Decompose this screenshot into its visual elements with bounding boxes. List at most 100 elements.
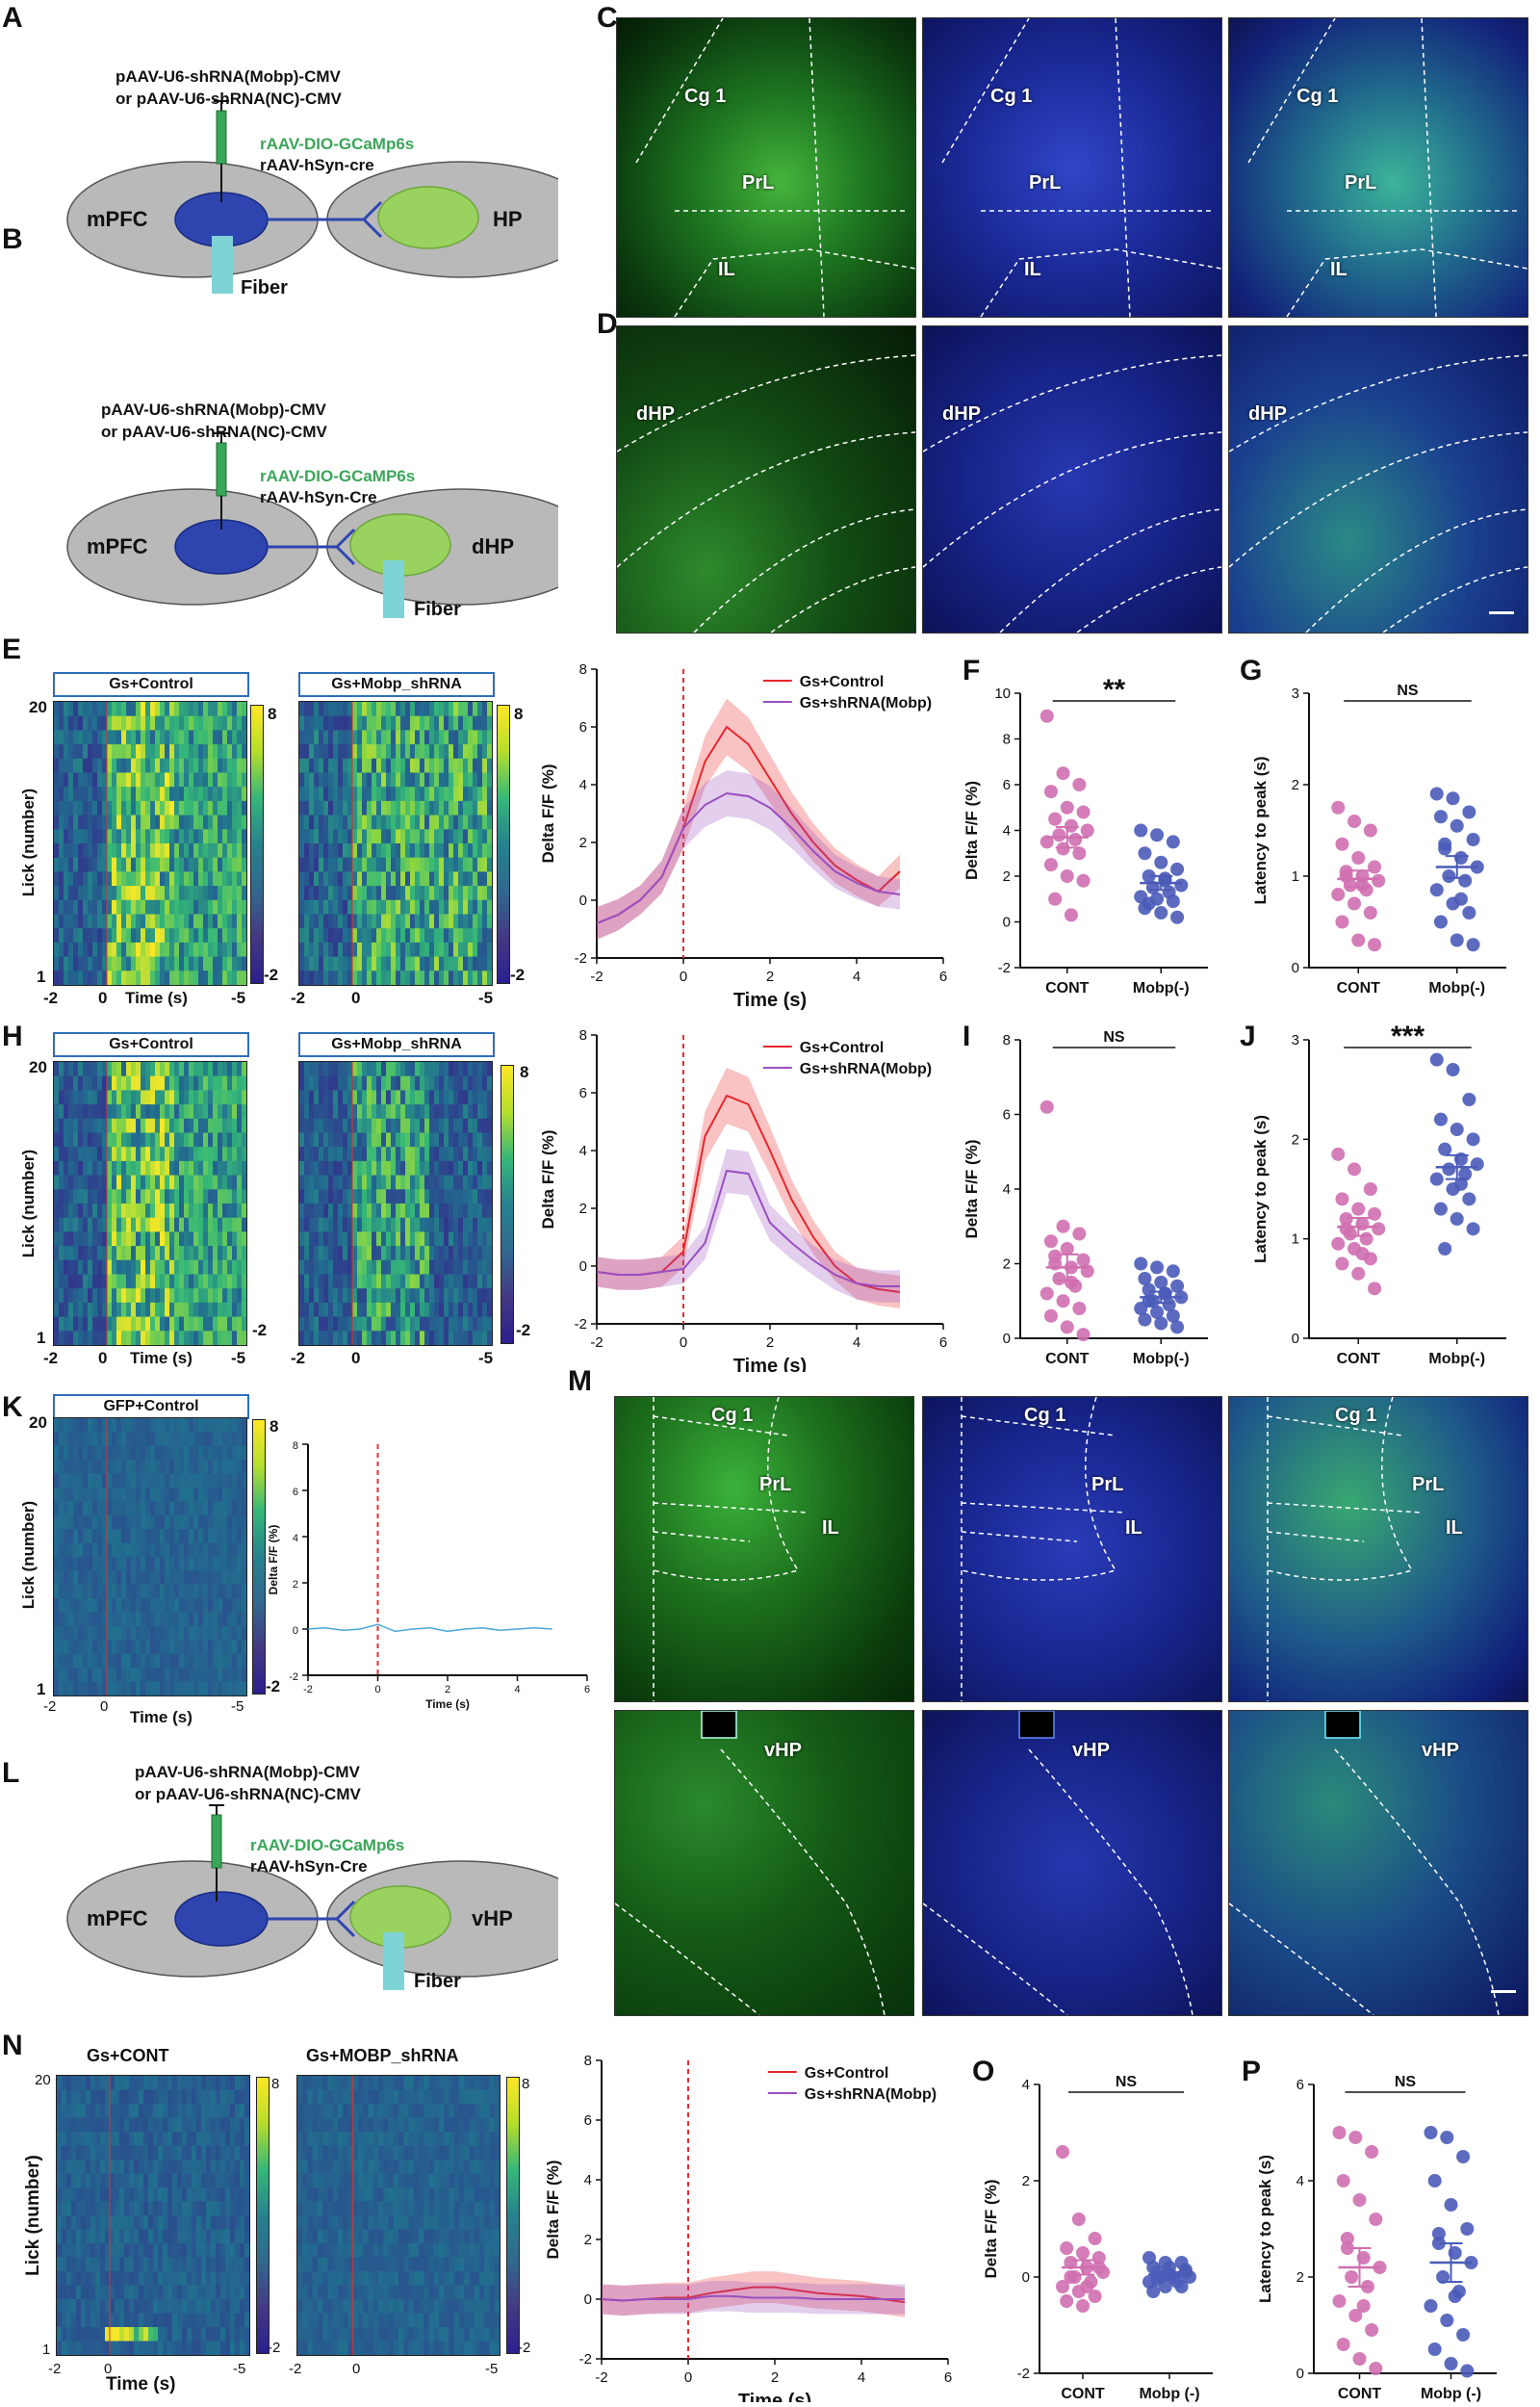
heatmap-cell — [328, 715, 334, 731]
heatmap-cell — [59, 1274, 64, 1289]
heatmap-cell — [444, 899, 449, 916]
heatmap-cell — [54, 914, 60, 929]
heatmap-cell — [100, 2173, 106, 2188]
heatmap-cell — [429, 702, 435, 717]
heatmap-cell — [312, 2089, 319, 2105]
heatmap-cell — [95, 2132, 101, 2147]
heatmap-cell — [323, 1104, 329, 1120]
heatmap-cell — [347, 1132, 353, 1148]
heatmap-cell — [172, 2271, 178, 2287]
heatmap-cell — [150, 899, 156, 916]
heatmap-cell — [68, 928, 74, 944]
heatmap-cell — [410, 928, 416, 944]
heatmap-cell — [240, 2145, 245, 2161]
c-merge-cg1: Cg 1 — [1296, 86, 1339, 107]
heatmap-cell — [328, 1217, 334, 1232]
heatmap-cell — [225, 2229, 231, 2244]
heatmap-cell — [372, 800, 377, 816]
heatmap-cell — [189, 1570, 194, 1586]
heatmap-cell — [129, 2313, 135, 2328]
heatmap-cell — [131, 829, 137, 844]
heatmap-cell — [198, 702, 204, 717]
heatmap-cell — [59, 1316, 64, 1332]
heatmap-cell — [143, 2104, 149, 2119]
heatmap-cell — [141, 1231, 146, 1247]
heatmap-cell — [222, 1217, 228, 1232]
heatmap-cell — [235, 2257, 241, 2272]
heatmap-cell — [112, 1445, 117, 1461]
heatmap-cell — [429, 1331, 435, 1345]
heatmap-cell — [150, 843, 156, 859]
heatmap-cell — [92, 1501, 98, 1516]
heatmap-cell — [136, 843, 141, 859]
heatmap-cell — [487, 1062, 492, 1077]
heatmap-cell — [203, 1488, 209, 1502]
heatmap-cell — [66, 2285, 72, 2300]
heatmap-cell — [83, 1090, 89, 1105]
heatmap-cell — [64, 702, 69, 717]
heatmap-cell — [299, 928, 305, 944]
heatmap-cell — [165, 787, 170, 802]
heatmap-cell — [218, 815, 223, 830]
heatmap-cell — [396, 956, 401, 971]
heatmap-cell — [203, 1460, 209, 1475]
heatmap-cell — [102, 1501, 108, 1516]
heatmap-cell — [444, 1274, 449, 1289]
heatmap-cell — [131, 1418, 137, 1433]
heatmap-cell — [177, 2132, 183, 2147]
heatmap-cell — [196, 2313, 202, 2328]
heatmap-cell — [304, 800, 310, 816]
heatmap-cell — [453, 1316, 459, 1332]
heatmap-cell — [338, 1189, 344, 1204]
heatmap-cell — [102, 1473, 108, 1488]
heatmap-cell — [429, 1175, 435, 1190]
heatmap-cell — [232, 1612, 238, 1627]
heatmap-cell — [463, 1062, 469, 1077]
heatmap-cell — [424, 886, 430, 901]
heatmap-cell — [338, 942, 344, 958]
heatmap-cell — [376, 1204, 382, 1219]
heatmap-cell — [386, 1204, 392, 1219]
heatmap-cell — [213, 758, 218, 774]
heatmap-cell — [213, 730, 218, 745]
heatmap-cell — [141, 1259, 146, 1276]
heatmap-cell — [434, 800, 440, 816]
heatmap-cell — [391, 899, 397, 916]
heatmap-cell — [220, 2201, 226, 2216]
heatmap-cell — [116, 1460, 122, 1475]
heatmap-cell — [381, 800, 387, 816]
heatmap-cell — [193, 1612, 199, 1627]
heatmap-cell — [88, 800, 93, 816]
heatmap-cell — [116, 1331, 122, 1345]
heatmap-cell — [458, 1288, 464, 1304]
heatmap-cell — [76, 2089, 82, 2105]
heatmap-cell — [227, 1189, 233, 1204]
heatmap-cell — [54, 1529, 60, 1544]
heatmap-cell — [179, 1132, 185, 1148]
heatmap-cell — [81, 2327, 87, 2342]
heatmap-cell — [160, 1189, 166, 1204]
heatmap-cell — [473, 758, 478, 774]
heatmap-cell — [357, 871, 363, 887]
heatmap-cell — [203, 1217, 209, 1232]
heatmap-cell — [150, 800, 156, 816]
heatmap-cell — [88, 829, 93, 844]
heatmap-cell — [95, 2160, 101, 2175]
heatmap-cell — [391, 942, 397, 958]
heatmap-cell — [64, 772, 69, 788]
heatmap-cell — [155, 715, 161, 731]
heatmap-cell — [187, 2104, 192, 2119]
heatmap-cell — [119, 2215, 125, 2231]
heatmap-cell — [139, 2327, 144, 2342]
diagram-l-right: vHP — [472, 1906, 513, 1930]
heatmap-cell — [54, 871, 60, 887]
heatmap-cell — [376, 1175, 382, 1190]
heatmap-cell — [155, 914, 161, 929]
heatmap-cell — [201, 2229, 207, 2244]
heatmap-cell — [352, 1316, 358, 1332]
heatmap-cell — [237, 1259, 243, 1276]
heatmap-cell — [218, 1288, 223, 1304]
heatmap-cell — [468, 829, 474, 844]
heatmap-cell — [187, 2076, 192, 2091]
heatmap-cell — [54, 1681, 60, 1695]
